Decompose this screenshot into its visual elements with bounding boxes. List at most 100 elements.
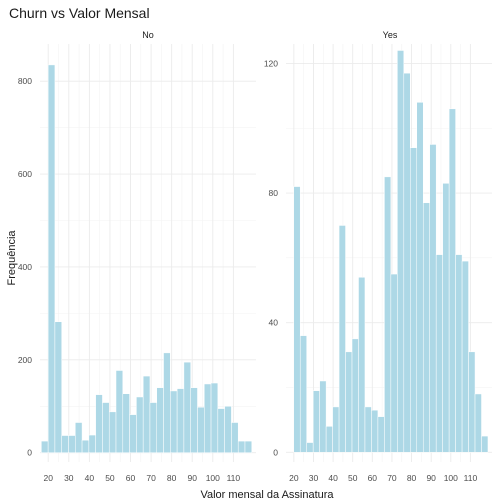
histogram-bar-yes <box>358 277 366 453</box>
x-tick-label-no: 40 <box>85 473 95 483</box>
histogram-bar-no <box>81 439 90 453</box>
x-tick-label-no: 60 <box>126 473 136 483</box>
histogram-bar-no <box>41 440 49 453</box>
y-axis-label: Frequência <box>6 230 18 286</box>
x-tick-label-no: 70 <box>146 473 156 483</box>
x-tick-label-no: 100 <box>206 473 220 483</box>
y-tick-label-yes: 80 <box>269 188 279 198</box>
histogram-bar-no <box>95 394 103 453</box>
histogram-bar-no <box>129 414 137 453</box>
histogram-bar-no <box>210 382 219 453</box>
histogram-bar-no <box>204 383 212 453</box>
histogram-bar-yes <box>345 351 353 453</box>
histogram-bar-no <box>197 406 205 453</box>
x-tick-label-no: 110 <box>227 473 241 483</box>
y-tick-label-yes: 0 <box>273 447 278 457</box>
histogram-bar-no <box>122 393 130 453</box>
x-tick-label-yes: 80 <box>407 473 417 483</box>
histogram-bar-yes <box>481 435 489 453</box>
histogram-bar-yes <box>442 183 450 453</box>
histogram-bar-no <box>170 390 178 453</box>
x-tick-label-yes: 70 <box>387 473 397 483</box>
histogram-bar-no <box>136 396 144 453</box>
histogram-bar-yes <box>377 416 385 453</box>
histogram-bar-yes <box>390 273 398 453</box>
histogram-bar-yes <box>429 144 437 453</box>
panel-yes-bars <box>293 50 489 453</box>
x-tick-label-yes: 50 <box>348 473 358 483</box>
histogram-bar-yes <box>364 406 372 453</box>
x-tick-label-yes: 20 <box>289 473 299 483</box>
histogram-bar-no <box>54 321 62 453</box>
y-tick-label-no: 800 <box>18 76 32 86</box>
histogram-bar-no <box>88 434 96 453</box>
histogram-bar-yes <box>403 72 411 453</box>
chart-title: Churn vs Valor Mensal <box>9 5 150 21</box>
histogram-bar-no <box>102 402 110 453</box>
histogram-bar-yes <box>410 147 418 453</box>
panel-no-x-ticks: 20 30 40 50 60 70 80 90 100 110 <box>43 473 240 483</box>
histogram-bar-no <box>217 408 225 453</box>
panel-yes-y-ticks: 0 40 80 120 <box>264 58 278 457</box>
histogram-bar-yes <box>384 176 392 453</box>
y-tick-label-yes: 40 <box>269 318 279 328</box>
panel-no-bars <box>41 64 253 453</box>
histogram-bar-no <box>183 361 191 453</box>
histogram-bar-no <box>244 440 253 453</box>
panel-yes-x-ticks: 20 30 40 50 60 70 80 90 100 110 <box>289 473 477 483</box>
x-tick-label-yes: 60 <box>368 473 378 483</box>
x-tick-label-yes: 30 <box>309 473 319 483</box>
y-tick-label-yes: 120 <box>264 58 278 68</box>
x-tick-label-yes: 100 <box>444 473 458 483</box>
histogram-bar-yes <box>461 260 469 453</box>
histogram-bar-no <box>231 422 239 453</box>
histogram-bar-no <box>61 435 69 453</box>
histogram-bar-yes <box>435 254 443 453</box>
histogram-bar-yes <box>422 202 430 453</box>
histogram-bar-yes <box>325 426 333 453</box>
x-tick-label-yes: 110 <box>464 473 478 483</box>
histogram-bar-yes <box>293 186 301 453</box>
histogram-bar-no <box>176 388 185 453</box>
histogram-bar-yes <box>299 335 307 453</box>
panel-no: No 0 200 400 600 800 20 30 40 50 60 70 80 90 100 110 <box>18 30 256 483</box>
histogram-bar-no <box>75 422 83 453</box>
y-tick-label-no: 400 <box>18 262 32 272</box>
histogram-bar-yes <box>468 351 476 453</box>
histogram-bar-no <box>224 406 232 453</box>
panel-yes: Yes 0 40 80 120 20 30 40 50 60 70 80 90 100 110 <box>264 30 492 483</box>
y-tick-label-no: 200 <box>18 355 32 365</box>
histogram-bar-yes <box>312 390 320 453</box>
histogram-bar-yes <box>351 338 359 453</box>
histogram-bar-yes <box>397 50 405 453</box>
x-tick-label-yes: 90 <box>426 473 436 483</box>
histogram-bar-yes <box>371 409 379 453</box>
histogram-bar-yes <box>332 406 340 453</box>
histogram-bar-yes <box>474 393 482 453</box>
x-tick-label-no: 90 <box>187 473 197 483</box>
histogram-bar-yes <box>455 254 463 453</box>
y-tick-label-no: 600 <box>18 169 32 179</box>
histogram-bar-no <box>115 370 124 453</box>
histogram-bar-no <box>108 411 117 453</box>
histogram-bar-no <box>142 375 151 453</box>
histogram-bar-yes <box>448 108 456 453</box>
histogram-bar-no <box>149 402 157 453</box>
histogram-bar-yes <box>319 380 327 453</box>
x-tick-label-no: 50 <box>105 473 115 483</box>
histogram-bar-no <box>163 352 171 453</box>
panel-strip-label-yes: Yes <box>383 30 398 40</box>
x-axis-label: Valor mensal da Assinatura <box>200 489 334 501</box>
x-tick-label-yes: 40 <box>328 473 338 483</box>
histogram-bar-yes <box>338 225 346 453</box>
x-tick-label-no: 30 <box>64 473 74 483</box>
panel-strip-label-no: No <box>142 30 154 40</box>
histogram-bar-no <box>190 387 198 453</box>
histogram-bar-no <box>47 64 56 453</box>
panel-no-y-ticks: 0 200 400 600 800 <box>18 76 32 458</box>
y-tick-label-no: 0 <box>27 448 32 458</box>
x-tick-label-no: 20 <box>43 473 53 483</box>
histogram-bar-no <box>237 440 246 453</box>
x-tick-label-no: 80 <box>167 473 177 483</box>
